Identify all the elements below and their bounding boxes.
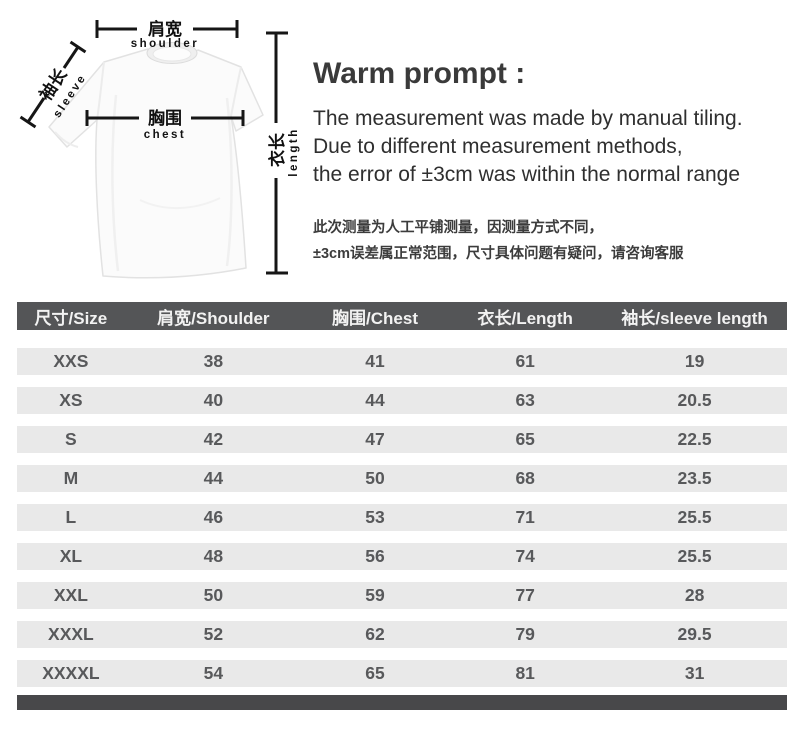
size-cell: XXL [53, 585, 88, 605]
chest-measure-line: 胸围 chest [85, 108, 245, 141]
size-table: 尺寸/Size 肩宽/Shoulder 胸围/Chest 衣长/Length 袖… [17, 302, 787, 710]
size-cell: XXXL [48, 624, 94, 644]
measure-cell: 81 [515, 663, 535, 683]
table-row: S 42 47 65 22.5 [17, 426, 787, 453]
measure-cell: 65 [365, 663, 385, 683]
warm-prompt-line: The measurement was made by manual tilin… [313, 107, 743, 130]
warm-prompt-section: Warm prompt : The measurement was made b… [313, 58, 799, 267]
warm-prompt-title: Warm prompt : [313, 57, 526, 90]
table-row: XL 48 56 74 25.5 [17, 543, 787, 570]
measure-cell: 68 [515, 468, 535, 488]
size-cell: XXXXL [42, 663, 100, 683]
measure-cell: 44 [203, 468, 224, 488]
size-cell: M [63, 468, 79, 488]
measure-cell: 65 [515, 429, 535, 449]
header-size: 尺寸/Size [34, 308, 108, 328]
table-body: XXS 38 41 61 19 XS 40 44 63 20.5 S 42 47 65 22.5 M 44 50 6… [17, 348, 787, 687]
measure-cell: 50 [203, 585, 224, 605]
shoulder-label-en: shoulder [131, 38, 200, 50]
measure-cell: 22.5 [677, 429, 712, 449]
measure-cell: 25.5 [677, 507, 712, 527]
measure-cell: 63 [515, 390, 535, 410]
shoulder-label-zh: 肩宽 [148, 19, 182, 39]
length-label-zh: 衣长 [267, 132, 287, 167]
measure-cell: 50 [365, 468, 385, 488]
chest-label-zh: 胸围 [148, 108, 182, 128]
size-cell: XXS [53, 351, 89, 371]
table-row: XXXL 52 62 79 29.5 [17, 621, 787, 648]
measure-cell: 61 [515, 351, 535, 371]
measure-cell: 28 [684, 585, 705, 605]
measure-cell: 38 [203, 351, 224, 371]
measure-cell: 59 [365, 585, 385, 605]
measure-cell: 46 [203, 507, 224, 527]
measure-cell: 56 [365, 546, 385, 566]
measure-cell: 44 [365, 390, 385, 410]
measure-cell: 31 [684, 663, 705, 683]
measure-cell: 79 [515, 624, 535, 644]
measure-cell: 19 [684, 351, 705, 371]
measure-cell: 23.5 [677, 468, 712, 488]
warm-prompt-zh-line: 此次测量为人工平铺测量，因测量方式不同， [313, 220, 603, 236]
measure-cell: 77 [515, 585, 535, 605]
warm-prompt-line: Due to different measurement methods, [313, 135, 683, 158]
table-row: L 46 53 71 25.5 [17, 504, 787, 531]
measure-cell: 47 [365, 429, 385, 449]
size-cell: L [65, 507, 77, 527]
shoulder-measure-line: 肩宽 shoulder [95, 19, 239, 50]
length-measure-line: 衣长 length [266, 31, 300, 275]
header-sleeve-length: 袖长/sleeve length [621, 308, 768, 328]
table-row: XXL 50 59 77 28 [17, 582, 787, 609]
tshirt-measurement-diagram: 肩宽 shoulder 袖长 sleeve 胸围 chest 衣长 [19, 19, 300, 279]
table-row: M 44 50 68 23.5 [17, 465, 787, 492]
warm-prompt-line: the error of ±3cm was within the normal … [313, 163, 741, 186]
table-footer-bar [17, 695, 787, 710]
measure-cell: 74 [515, 546, 535, 566]
header-chest: 胸围/Chest [332, 308, 419, 328]
warm-prompt-zh-line: ±3cm误差属正常范围，尺寸具体问题有疑问，请咨询客服 [313, 245, 684, 262]
measure-cell: 29.5 [677, 624, 712, 644]
measure-cell: 53 [365, 507, 385, 527]
size-cell: XL [59, 546, 83, 566]
measure-cell: 40 [203, 390, 224, 410]
table-row: XS 40 44 63 20.5 [17, 387, 787, 414]
measure-cell: 52 [203, 624, 224, 644]
chest-label-en: chest [144, 129, 187, 141]
size-cell: S [65, 429, 77, 449]
header-length: 衣长/Length [477, 308, 573, 328]
header-shoulder: 肩宽/Shoulder [157, 308, 270, 328]
measure-cell: 25.5 [677, 546, 712, 566]
size-cell: XS [59, 390, 83, 410]
warm-prompt-chinese: 此次测量为人工平铺测量，因测量方式不同， ±3cm误差属正常范围，尺寸具体问题有… [313, 216, 799, 267]
measure-cell: 20.5 [677, 390, 712, 410]
table-row: XXXXL 54 65 81 31 [17, 660, 787, 687]
table-row: XXS 38 41 61 19 [17, 348, 787, 375]
measure-cell: 54 [203, 663, 224, 683]
measure-cell: 48 [203, 546, 224, 566]
table-header-row: 尺寸/Size 肩宽/Shoulder 胸围/Chest 衣长/Length 袖… [17, 302, 787, 330]
measure-cell: 41 [365, 351, 385, 371]
measure-cell: 71 [515, 507, 535, 527]
tshirt-image [48, 42, 264, 279]
measure-cell: 42 [203, 429, 224, 449]
measure-cell: 62 [365, 624, 385, 644]
length-label-en: length [288, 127, 300, 177]
